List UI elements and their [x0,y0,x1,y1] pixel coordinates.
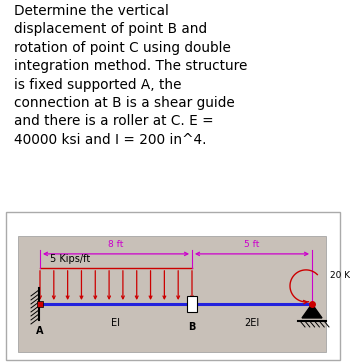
Text: 20 Kips.ft: 20 Kips.ft [330,272,350,280]
Text: 5 Kips/ft: 5 Kips/ft [50,254,90,264]
Text: Determine the vertical
displacement of point B and
rotation of point C using dou: Determine the vertical displacement of p… [14,4,247,147]
Text: B: B [188,322,196,332]
Polygon shape [302,304,322,318]
Text: 2EI: 2EI [244,318,260,328]
Text: 8 ft: 8 ft [108,240,124,249]
Text: 5 ft: 5 ft [244,240,260,249]
Text: EI: EI [112,318,120,328]
FancyBboxPatch shape [18,236,326,352]
FancyBboxPatch shape [6,212,340,360]
Text: A: A [36,326,44,336]
Bar [187,296,197,312]
Bar [37,301,43,307]
